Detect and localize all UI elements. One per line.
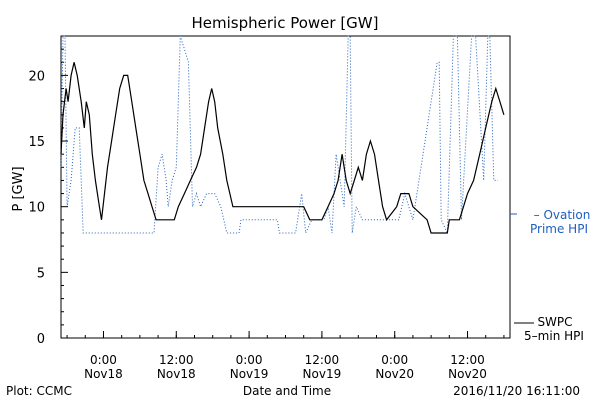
chart-title: Hemispheric Power [GW] (192, 14, 379, 32)
y-tick-label: 5 (37, 266, 45, 281)
x-tick-time-label: 0:00 (381, 353, 408, 367)
y-tick-label: 0 (37, 332, 45, 347)
ovation-prime-points (61, 36, 498, 233)
legend-ovation: – Ovation Prime HPI (530, 208, 590, 236)
x-axis: 0:00Nov1812:00Nov180:00Nov1912:00Nov190:… (66, 331, 505, 381)
swpc-hpi-series-line (60, 62, 505, 234)
legend-swpc: SWPC 5–min HPI (514, 315, 584, 343)
footer-timestamp: 2016/11/20 16:11:00 (453, 384, 580, 398)
x-tick-date-label: Nov20 (375, 367, 414, 381)
x-tick-time-label: 12:00 (450, 353, 485, 367)
ovation-prime-series-line (60, 35, 498, 235)
legend-ovation-line1: – Ovation (534, 208, 591, 222)
x-tick-date-label: Nov18 (84, 367, 123, 381)
footer-x-axis-label: Date and Time (243, 384, 331, 398)
y-axis: 0 5 10 15 20 (28, 35, 68, 347)
legend-swpc-line2: 5–min HPI (524, 329, 584, 343)
swpc-hpi-points (61, 62, 504, 233)
x-tick-time-label: 12:00 (305, 353, 340, 367)
x-tick-time-label: 0:00 (236, 353, 263, 367)
y-tick-label: 10 (28, 201, 45, 216)
x-tick-time-label: 12:00 (159, 353, 194, 367)
x-tick-date-label: Nov20 (448, 367, 487, 381)
y-axis-label: P [GW] (11, 166, 26, 211)
x-tick-date-label: Nov18 (157, 367, 196, 381)
x-tick-date-label: Nov19 (303, 367, 342, 381)
y-tick-label: 20 (28, 69, 45, 84)
x-tick-time-label: 0:00 (90, 353, 117, 367)
y-tick-label: 15 (28, 135, 45, 150)
x-tick-date-label: Nov19 (230, 367, 269, 381)
legend-swpc-line1: SWPC (537, 315, 572, 329)
legend-ovation-line2: Prime HPI (530, 222, 588, 236)
footer-plot-credit: Plot: CCMC (6, 384, 72, 398)
